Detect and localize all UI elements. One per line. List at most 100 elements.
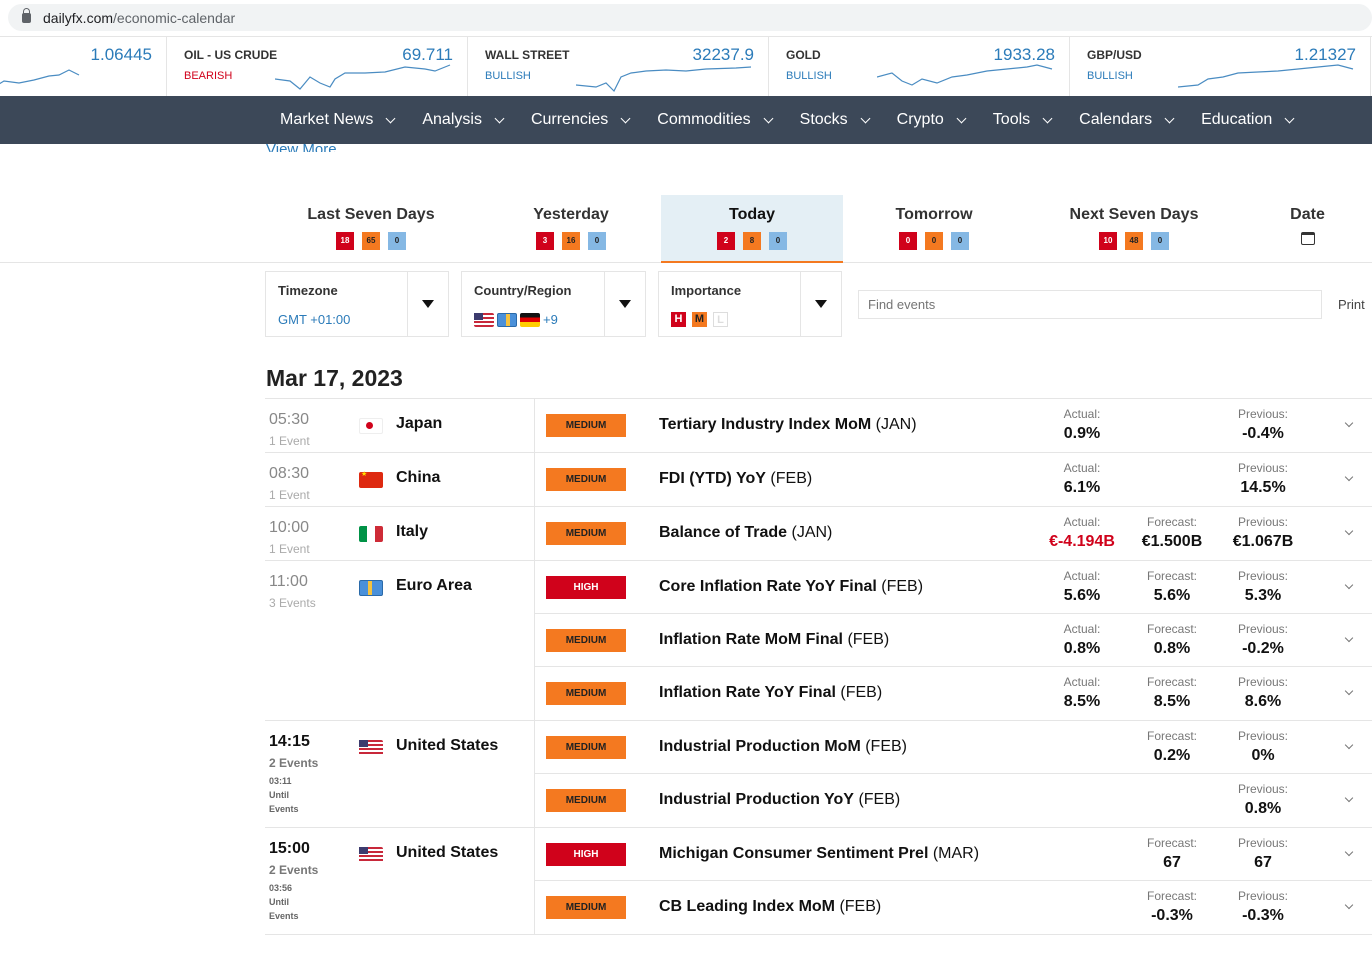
actual-label: Actual: (1063, 515, 1101, 529)
tab-last-seven-days[interactable]: Last Seven Days 18 65 0 (265, 195, 477, 263)
print-button[interactable]: Print (1338, 297, 1365, 312)
ticker-item[interactable]: GOLD BULLISH 1933.28 (769, 37, 1070, 97)
event-row[interactable]: MEDIUM Tertiary Industry Index MoM (JAN) A… (535, 399, 1372, 452)
event-row[interactable]: MEDIUM CB Leading Index MoM (FEB) Forecast… (535, 881, 1372, 934)
low-count: 0 (1151, 232, 1169, 250)
dropdown-caret-icon[interactable] (604, 272, 645, 336)
event-counts: 18 65 0 (265, 232, 477, 250)
find-events-input[interactable] (858, 290, 1322, 319)
nav-item-crypto[interactable]: Crypto (897, 111, 967, 129)
event-row[interactable]: HIGH Core Inflation Rate YoY Final (FEB) A… (535, 561, 1372, 614)
event-name: Balance of Trade (659, 524, 788, 541)
forecast-value: Forecast: 0.2% (1127, 729, 1217, 765)
importance-medium[interactable]: M (692, 312, 707, 327)
event-title[interactable]: Michigan Consumer Sentiment Prel (MAR) (659, 845, 979, 863)
event-title[interactable]: Industrial Production MoM (FEB) (659, 738, 907, 756)
url-path: /economic-calendar (113, 9, 236, 26)
event-time: 11:00 (269, 573, 308, 590)
ticker-item[interactable]: WALL STREET BULLISH 32237.9 (468, 37, 769, 97)
event-title[interactable]: Balance of Trade (JAN) (659, 524, 832, 542)
nav-item-label: Calendars (1079, 111, 1153, 128)
chevron-down-icon[interactable] (1344, 472, 1354, 482)
event-row[interactable]: MEDIUM Industrial Production YoY (FEB) Pre… (535, 774, 1372, 827)
chevron-down-icon[interactable] (1344, 633, 1354, 643)
chevron-down-icon[interactable] (1344, 900, 1354, 910)
event-title[interactable]: CB Leading Index MoM (FEB) (659, 898, 881, 916)
previous-value: Previous: -0.4% (1218, 407, 1308, 443)
event-row[interactable]: MEDIUM Inflation Rate MoM Final (FEB) Actu… (535, 614, 1372, 667)
event-row[interactable]: MEDIUM Balance of Trade (JAN) Actual: €-4.1… (535, 507, 1372, 560)
importance-high[interactable]: H (671, 312, 686, 327)
event-period: (MAR) (932, 845, 980, 862)
event-title[interactable]: Inflation Rate YoY Final (FEB) (659, 684, 882, 702)
previous-number: -0.3% (1242, 907, 1284, 924)
chevron-down-icon[interactable] (1344, 847, 1354, 857)
ticker-name: OIL - US CRUDE (184, 48, 278, 62)
ticker-item[interactable]: GBP/USD BULLISH 1.21327 (1070, 37, 1371, 97)
event-period: (FEB) (770, 470, 813, 487)
ticker-price: 69.711 (402, 45, 453, 64)
event-count: 2 Events (269, 863, 319, 877)
nav-item-education[interactable]: Education (1201, 111, 1295, 129)
it-flag-icon (359, 526, 383, 542)
ticker-name: GOLD (786, 48, 821, 62)
event-row[interactable]: MEDIUM Industrial Production MoM (FEB) For… (535, 721, 1372, 774)
forecast-label: Forecast: (1146, 569, 1197, 583)
country-filter[interactable]: Country/Region +9 (461, 271, 646, 337)
event-period: (FEB) (858, 791, 901, 808)
event-title[interactable]: Industrial Production YoY (FEB) (659, 791, 900, 809)
nav-item-calendars[interactable]: Calendars (1079, 111, 1175, 129)
event-group: 14:15 2 Events 03:11 Until Events United Stat… (265, 721, 1372, 828)
nav-item-market-news[interactable]: Market News (280, 111, 396, 129)
event-title[interactable]: FDI (YTD) YoY (FEB) (659, 470, 812, 488)
chevron-down-icon[interactable] (1344, 580, 1354, 590)
nav-item-commodities[interactable]: Commodities (657, 111, 774, 129)
event-title[interactable]: Tertiary Industry Index MoM (JAN) (659, 416, 917, 434)
event-title[interactable]: Inflation Rate MoM Final (FEB) (659, 631, 889, 649)
event-count: 1 Event (269, 434, 310, 448)
actual-number: €-4.194B (1049, 533, 1115, 550)
ticker-item[interactable]: OIL - US CRUDE BEARISH 69.711 (167, 37, 468, 97)
chevron-down-icon[interactable] (1344, 740, 1354, 750)
tab-next-seven-days[interactable]: Next Seven Days 10 48 0 (1036, 195, 1232, 263)
timezone-value: GMT +01:00 (278, 312, 351, 327)
timezone-filter[interactable]: Timezone GMT +01:00 (265, 271, 449, 337)
previous-value: Previous: 5.3% (1218, 569, 1308, 605)
tab-label: Tomorrow (895, 206, 973, 223)
previous-label: Previous: (1237, 461, 1289, 475)
ticker-item[interactable]: 1.06445 (0, 37, 167, 97)
event-row[interactable]: MEDIUM FDI (YTD) YoY (FEB) Actual: 6.1% Prev… (535, 453, 1372, 506)
event-title[interactable]: Core Inflation Rate YoY Final (FEB) (659, 578, 923, 596)
group-info: 14:15 2 Events 03:11 Until Events United Stat… (265, 721, 535, 827)
chevron-down-icon (620, 113, 631, 123)
nav-item-tools[interactable]: Tools (993, 111, 1053, 129)
tab-today[interactable]: Today 2 8 0 (661, 195, 843, 263)
nav-item-stocks[interactable]: Stocks (800, 111, 871, 129)
chevron-down-icon[interactable] (1344, 526, 1354, 536)
tab-date[interactable]: Date (1245, 195, 1370, 263)
event-name: Michigan Consumer Sentiment Prel (659, 845, 929, 862)
chevron-down-icon[interactable] (1344, 793, 1354, 803)
importance-badge: MEDIUM (546, 682, 626, 705)
address-bar[interactable]: dailyfx.com/economic-calendar (8, 4, 1372, 31)
importance-badge: MEDIUM (546, 896, 626, 919)
dropdown-caret-icon[interactable] (800, 272, 841, 336)
previous-label: Previous: (1237, 569, 1289, 583)
importance-low[interactable]: L (713, 312, 728, 327)
sparkline-chart (0, 69, 80, 85)
chevron-down-icon[interactable] (1344, 686, 1354, 696)
nav-item-analysis[interactable]: Analysis (422, 111, 505, 129)
tab-tomorrow[interactable]: Tomorrow 0 0 0 (843, 195, 1025, 263)
nav-item-currencies[interactable]: Currencies (531, 111, 631, 129)
tab-yesterday[interactable]: Yesterday 3 16 0 (480, 195, 662, 263)
ticker-sentiment: BEARISH (184, 70, 233, 82)
event-row[interactable]: MEDIUM Inflation Rate YoY Final (FEB) Actu… (535, 667, 1372, 720)
calendar-icon[interactable] (1300, 232, 1315, 245)
event-row[interactable]: HIGH Michigan Consumer Sentiment Prel (MA… (535, 828, 1372, 881)
chevron-down-icon[interactable] (1344, 418, 1354, 428)
event-name: Industrial Production MoM (659, 738, 861, 755)
dropdown-caret-icon[interactable] (407, 272, 448, 336)
eu-flag-icon (497, 312, 517, 327)
actual-label: Actual: (1063, 622, 1101, 636)
